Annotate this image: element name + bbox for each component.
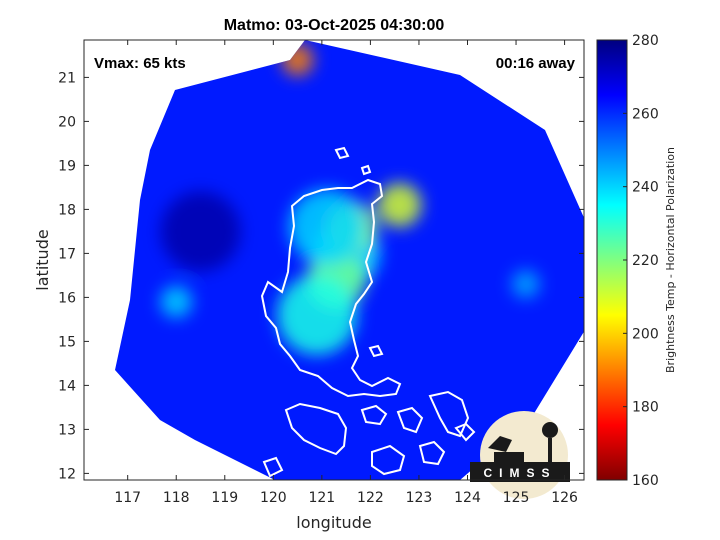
vmax-label: Vmax: 65 kts <box>94 55 186 72</box>
brightness-swath <box>115 40 584 480</box>
y-tick-label: 12 <box>58 466 76 482</box>
coastline-isle-e <box>262 456 284 478</box>
y-ticks: 12 13 14 15 16 17 18 19 20 21 <box>58 70 584 482</box>
colorbar-label: Brightness Temp - Horizontal Polarizatio… <box>664 147 677 373</box>
y-tick-label: 17 <box>58 246 76 262</box>
feature-band-northeast <box>377 183 422 227</box>
feature-luzon-land-north <box>288 189 365 265</box>
coastline-isle-c <box>418 440 446 466</box>
colorbar-ticks: 160 180 200 220 240 260 280 <box>623 33 659 489</box>
logo-building-icon <box>494 452 524 464</box>
x-ticks: 117 118 119 120 121 122 123 124 125 126 <box>114 40 578 506</box>
coastline-isle-d <box>454 422 476 442</box>
colorbar-tick-label: 200 <box>632 326 659 342</box>
x-tick-label: 124 <box>454 490 481 506</box>
x-tick-label: 126 <box>551 490 578 506</box>
y-tick-label: 16 <box>58 290 76 306</box>
logo-text: CIMSS <box>483 466 556 480</box>
x-tick-label: 123 <box>406 490 433 506</box>
x-tick-label: 118 <box>163 490 190 506</box>
coastlines <box>260 146 476 478</box>
chart-title: Matmo: 03-Oct-2025 04:30:00 <box>224 17 445 34</box>
y-tick-label: 13 <box>58 422 76 438</box>
coastline-mindoro <box>284 402 348 456</box>
x-axis-label: longitude <box>296 513 371 532</box>
swath-features <box>160 43 540 355</box>
y-tick-label: 15 <box>58 334 76 350</box>
coastline-isle-a <box>360 404 388 426</box>
y-tick-label: 18 <box>58 202 76 218</box>
x-tick-label: 125 <box>503 490 530 506</box>
colorbar-tick-label: 280 <box>632 33 659 49</box>
x-tick-label: 122 <box>357 490 384 506</box>
x-tick-label: 119 <box>211 490 238 506</box>
coastline-isle-g <box>360 164 372 176</box>
colorbar-tick-label: 160 <box>632 473 659 489</box>
x-tick-label: 117 <box>114 490 141 506</box>
timing-label: 00:16 away <box>496 55 576 72</box>
coastline-isle-h <box>368 344 384 358</box>
y-tick-label: 21 <box>58 70 76 86</box>
logo-water-tower-icon <box>542 422 558 438</box>
y-tick-label: 14 <box>58 378 76 394</box>
axes-frame <box>83 39 585 481</box>
feature-rainband-west <box>160 285 193 318</box>
coastline-panay <box>371 444 406 476</box>
colorbar-tick-label: 180 <box>632 400 659 416</box>
coastline-luzon <box>260 178 402 398</box>
logo-dish-icon <box>488 436 512 452</box>
coastline-isle-b <box>396 406 424 434</box>
logo-banner <box>470 462 570 482</box>
feature-luzon-land-central <box>277 275 358 355</box>
coastline-isle-f <box>334 146 350 160</box>
colorbar <box>596 39 628 481</box>
x-tick-label: 120 <box>260 490 287 506</box>
y-tick-label: 19 <box>58 158 76 174</box>
y-tick-label: 20 <box>58 114 76 130</box>
y-axis-label: latitude <box>33 229 52 290</box>
x-tick-label: 121 <box>308 490 335 506</box>
colorbar-tick-label: 240 <box>632 180 659 196</box>
feature-cold-sea-west <box>160 191 241 272</box>
colorbar-tick-label: 260 <box>632 106 659 122</box>
coastline-samar <box>428 390 470 438</box>
logo-tower-leg-icon <box>548 438 552 464</box>
feature-rainband-east <box>511 270 540 299</box>
cimss-logo: CIMSS <box>470 411 570 499</box>
colorbar-tick-label: 220 <box>632 253 659 269</box>
